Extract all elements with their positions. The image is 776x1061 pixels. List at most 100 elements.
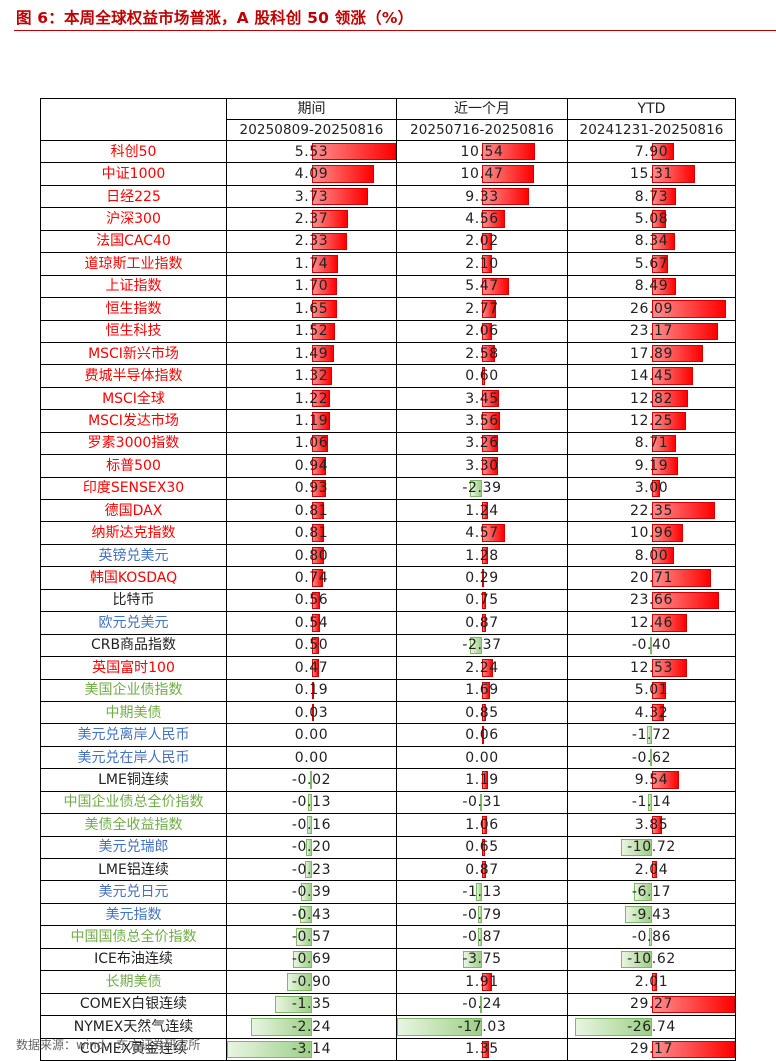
data-bar — [477, 928, 482, 946]
value-cell-ytd: 23.66 — [567, 588, 736, 613]
value-cell-ytd: 12.46 — [567, 611, 736, 635]
value-cell-ytd: 2.04 — [567, 857, 736, 882]
value-cell-one-month: 0.65 — [396, 835, 568, 860]
data-bar — [649, 636, 652, 655]
value-label: 0.47 — [294, 659, 329, 676]
data-bar — [311, 165, 374, 183]
value-cell-one-month: 5.47 — [396, 274, 568, 299]
data-bar — [311, 300, 337, 318]
row-label: 罗素3000指数 — [40, 431, 227, 456]
value-cell-ytd: 12.53 — [567, 656, 736, 680]
value-label: 0.03 — [294, 704, 329, 721]
data-bar — [651, 277, 676, 296]
data-bar — [482, 143, 535, 161]
table-row: 英镑兑美元 0.80 1.28 8.00 — [40, 543, 736, 568]
value-label: 0.81 — [294, 502, 329, 519]
value-cell-one-month: 9.33 — [396, 184, 568, 209]
data-bar — [470, 636, 482, 655]
value-cell-ytd: 26.09 — [567, 297, 736, 321]
value-label: -3.75 — [462, 951, 502, 968]
data-bar — [651, 232, 676, 251]
data-bar — [651, 703, 664, 722]
value-cell-period: 0.93 — [226, 476, 397, 501]
data-bar — [651, 165, 696, 183]
data-bar — [311, 389, 331, 408]
value-cell-one-month: 2.02 — [396, 229, 568, 254]
value-cell-ytd: 14.45 — [567, 364, 736, 388]
data-bar — [478, 905, 482, 924]
data-bar — [482, 255, 493, 273]
data-bar — [651, 143, 675, 161]
row-label: 长期美债 — [40, 970, 227, 994]
value-label: 0.75 — [465, 592, 499, 609]
data-bar — [482, 344, 495, 363]
table-row: LME铝连续 -0.23 0.87 2.04 — [40, 857, 736, 882]
value-label: 3.56 — [465, 412, 499, 429]
value-label: 1.06 — [294, 435, 329, 452]
value-cell-ytd: -1.14 — [567, 790, 736, 815]
value-cell-one-month: 1.24 — [396, 498, 568, 523]
data-bar — [648, 793, 652, 812]
value-label: 23.17 — [629, 323, 674, 340]
value-label: 20.71 — [629, 570, 674, 587]
data-bar — [311, 659, 319, 677]
row-label: MSCI新兴市场 — [40, 341, 227, 366]
value-cell-period: 1.19 — [226, 409, 397, 433]
value-cell-period: 0.50 — [226, 633, 397, 658]
data-bar — [311, 636, 320, 655]
value-label: 1.24 — [465, 502, 499, 519]
data-bar — [311, 143, 396, 161]
table-row: ICE布油连续 -0.69 -3.75 -10.62 — [40, 947, 736, 972]
value-label: 12.53 — [629, 659, 674, 676]
value-cell-period: 0.03 — [226, 700, 397, 725]
value-label: 0.50 — [294, 637, 329, 654]
data-bar — [482, 457, 499, 475]
data-bar — [311, 591, 321, 610]
data-bar — [482, 322, 493, 340]
value-label: 5.53 — [294, 143, 329, 160]
value-label: -0.57 — [291, 929, 332, 946]
value-label: 14.45 — [629, 368, 674, 385]
value-cell-one-month: -2.37 — [396, 633, 568, 658]
data-bar — [306, 838, 312, 856]
value-label: 8.73 — [634, 188, 669, 205]
value-cell-period: -0.43 — [226, 902, 397, 927]
data-bar — [651, 322, 718, 340]
value-cell-one-month: 2.58 — [396, 341, 568, 366]
value-label: 0.87 — [465, 614, 499, 631]
value-cell-period: 0.80 — [226, 543, 397, 568]
value-label: 1.22 — [294, 390, 329, 407]
value-cell-one-month: 1.28 — [396, 543, 568, 568]
data-bar — [651, 367, 693, 385]
value-cell-one-month: 1.69 — [396, 678, 568, 702]
value-cell-period: 1.65 — [226, 297, 397, 321]
value-label: 26.09 — [629, 300, 674, 317]
data-bar — [651, 546, 675, 565]
value-label: 1.32 — [294, 368, 329, 385]
row-label: 中证1000 — [40, 162, 227, 186]
value-cell-one-month: 0.29 — [396, 566, 568, 590]
data-bar — [651, 591, 719, 610]
value-label: -0.90 — [291, 973, 332, 990]
row-label: 英镑兑美元 — [40, 543, 227, 568]
table-row: 欧元兑美元 0.54 0.87 12.46 — [40, 611, 736, 635]
data-bar — [311, 703, 314, 722]
row-label: 道琼斯工业指数 — [40, 252, 227, 276]
data-bar — [651, 412, 687, 430]
data-bar — [482, 165, 535, 183]
data-bar — [307, 816, 312, 834]
table-row: 美元兑离岸人民币 0.00 0.06 -1.72 — [40, 723, 736, 747]
value-cell-one-month: 0.00 — [396, 745, 568, 770]
title-divider — [14, 30, 776, 31]
value-label: 17.89 — [629, 345, 674, 362]
row-label: 美元兑瑞郎 — [40, 835, 227, 860]
data-bar — [309, 771, 312, 789]
value-label: 2.37 — [294, 211, 329, 228]
value-label: 1.91 — [465, 973, 499, 990]
value-cell-period: 1.22 — [226, 386, 397, 411]
value-label: -1.35 — [291, 996, 332, 1013]
value-label: 0.60 — [465, 368, 499, 385]
value-cell-period: -2.24 — [226, 1015, 397, 1039]
value-label: 1.06 — [465, 816, 499, 833]
value-cell-ytd: 20.71 — [567, 566, 736, 590]
